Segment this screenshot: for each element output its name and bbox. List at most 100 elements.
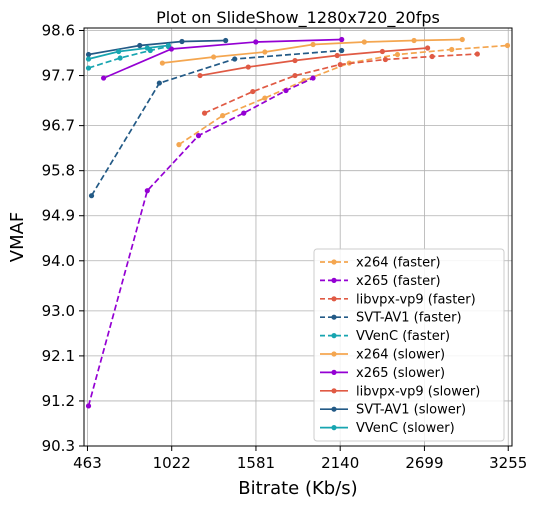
- data-point: [223, 37, 229, 44]
- legend-item: SVT-AV1 (faster): [320, 311, 462, 326]
- series-line: [88, 44, 169, 60]
- data-point: [292, 57, 298, 64]
- data-point: [179, 38, 185, 45]
- data-point: [176, 142, 182, 148]
- y-tick-label: 92.1: [42, 347, 75, 365]
- x-tick-label: 2140: [321, 454, 359, 472]
- data-point: [241, 110, 247, 116]
- data-point: [361, 39, 367, 45]
- series-3: [88, 47, 345, 199]
- data-point: [292, 72, 298, 79]
- series-line: [88, 39, 226, 56]
- data-point: [85, 51, 92, 58]
- legend-swatch-marker: [331, 351, 337, 357]
- data-point: [156, 80, 162, 86]
- legend-label: x264 (slower): [356, 348, 445, 363]
- y-tick-label: 91.2: [42, 392, 75, 410]
- data-point: [211, 54, 217, 60]
- legend-label: x264 (faster): [356, 256, 441, 271]
- data-point: [245, 64, 251, 70]
- data-point: [339, 36, 345, 43]
- legend-item: VVenC (slower): [320, 421, 455, 436]
- data-point: [474, 51, 480, 57]
- legend-swatch-marker: [331, 425, 337, 431]
- x-tick-label: 463: [73, 454, 102, 472]
- series-layer: [85, 36, 511, 409]
- series-line: [90, 49, 342, 197]
- data-point: [116, 48, 122, 55]
- legend-item: libvpx-vp9 (faster): [320, 292, 476, 307]
- data-point: [449, 46, 455, 53]
- data-point: [144, 45, 150, 51]
- data-point: [85, 403, 92, 409]
- data-point: [195, 133, 202, 139]
- data-point: [283, 87, 289, 94]
- legend-item: x265 (slower): [320, 366, 445, 381]
- series-5: [159, 36, 465, 66]
- data-point: [85, 65, 92, 71]
- data-point: [310, 75, 316, 81]
- data-point: [201, 110, 208, 116]
- legend-label: VVenC (slower): [356, 421, 455, 436]
- legend-label: SVT-AV1 (slower): [356, 403, 466, 418]
- data-point: [220, 113, 226, 119]
- series-line: [199, 47, 428, 77]
- data-point: [394, 51, 401, 58]
- chart-title: Plot on SlideShow_1280x720_20fps: [156, 8, 440, 28]
- series-0: [176, 42, 511, 148]
- x-tick-label: 1022: [153, 454, 191, 472]
- grid: [84, 28, 512, 447]
- data-point: [159, 60, 165, 66]
- series-7: [197, 45, 431, 79]
- legend-item: VVenC (faster): [320, 329, 450, 344]
- legend-item: x264 (faster): [320, 256, 441, 271]
- legend-swatch-marker: [331, 277, 337, 283]
- data-point: [85, 56, 92, 62]
- data-point: [100, 75, 107, 81]
- data-point: [250, 88, 256, 95]
- data-point: [339, 47, 345, 54]
- legend-label: x265 (faster): [356, 274, 441, 289]
- data-point: [425, 45, 431, 51]
- y-tick-label: 94.9: [42, 207, 75, 225]
- legend-swatch-marker: [331, 314, 337, 320]
- legend: x264 (faster) x265 (faster) libvpx-vp9 (fa…: [313, 248, 505, 442]
- y-tick-label: 98.6: [42, 22, 75, 40]
- series-line: [87, 77, 314, 407]
- data-point: [197, 72, 203, 79]
- legend-item: SVT-AV1 (slower): [320, 403, 466, 418]
- legend-item: libvpx-vp9 (slower): [320, 384, 480, 399]
- series-2: [201, 51, 480, 116]
- series-8: [85, 37, 229, 58]
- data-point: [262, 49, 268, 55]
- y-tick-label: 96.7: [42, 117, 75, 135]
- data-point: [117, 55, 123, 61]
- data-point: [165, 42, 171, 49]
- plot-frame: [83, 27, 513, 447]
- x-tick-label: 1581: [237, 454, 275, 472]
- series-6: [100, 36, 345, 81]
- legend-box: [313, 248, 505, 442]
- legend-label: libvpx-vp9 (slower): [356, 384, 480, 399]
- data-point: [382, 56, 389, 63]
- legend-swatch-marker: [331, 259, 337, 265]
- ticks: 463 1022 1581 2140 2699 3255 90.3 91.2 92.1 93.0 9…: [42, 22, 528, 472]
- legend-label: x265 (slower): [356, 366, 445, 381]
- series-line: [88, 45, 169, 69]
- series-1: [85, 75, 316, 409]
- legend-label: SVT-AV1 (faster): [356, 311, 462, 326]
- data-point: [137, 42, 143, 49]
- y-tick-label: 90.3: [42, 437, 75, 455]
- legend-swatch-marker: [331, 369, 337, 375]
- legend-label: libvpx-vp9 (faster): [356, 292, 476, 307]
- legend-swatch-marker: [331, 296, 337, 302]
- data-point: [459, 36, 465, 43]
- legend-label: VVenC (faster): [356, 329, 450, 344]
- data-point: [337, 61, 343, 68]
- data-point: [144, 188, 150, 194]
- legend-swatch-marker: [331, 333, 337, 339]
- data-point: [168, 46, 175, 52]
- x-tick-label: 3255: [489, 454, 527, 472]
- data-point: [310, 41, 316, 48]
